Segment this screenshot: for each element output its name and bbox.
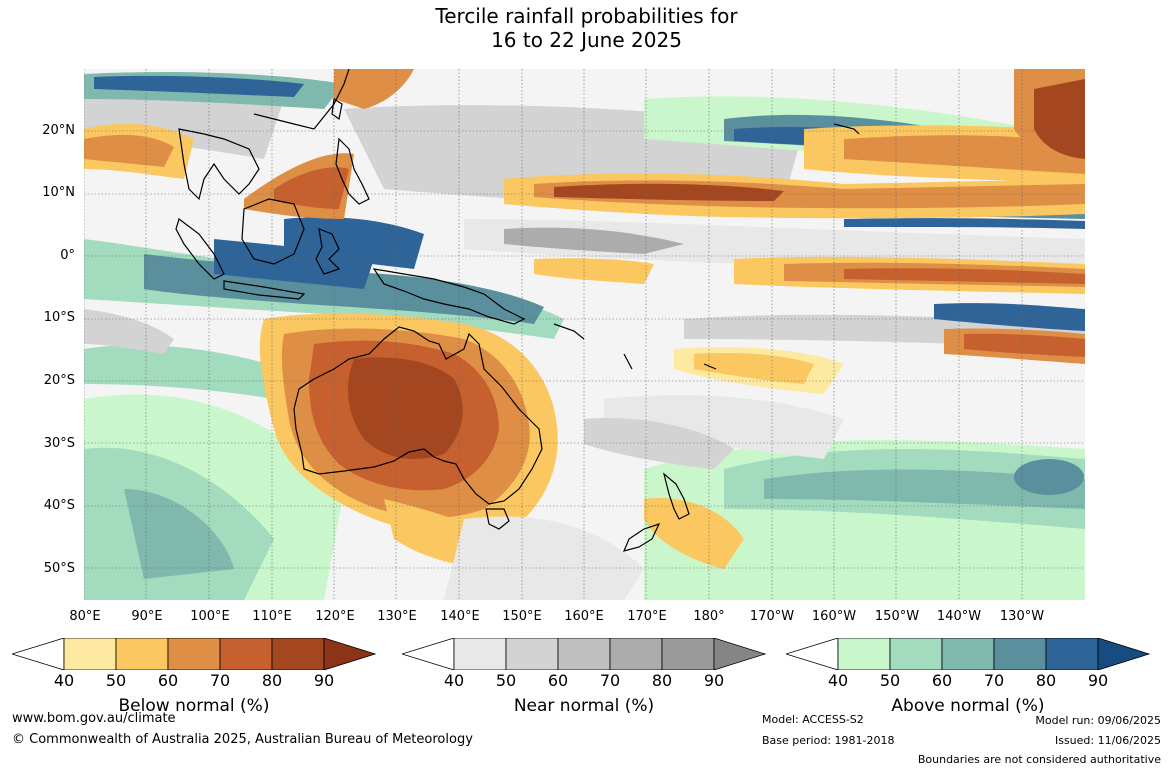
- probability-fields: [84, 69, 1085, 600]
- cbar-below-tick-40: 40: [53, 671, 75, 690]
- cbar-above-over: [1097, 638, 1150, 670]
- cbar-near-tick-40: 40: [443, 671, 465, 690]
- lon-label-100e: 100°E: [190, 609, 230, 624]
- cbar-below-tick-80: 80: [261, 671, 283, 690]
- lon-label-140e: 140°E: [440, 609, 480, 624]
- lat-label-10n: 10°N: [42, 185, 75, 200]
- colorbar-below-normal: [12, 638, 376, 670]
- lat-label-20n: 20°N: [42, 123, 75, 138]
- lat-label-30s: 30°S: [43, 436, 75, 451]
- rainfall-probability-map: [84, 69, 1085, 600]
- sumatra-coastline: [175, 218, 225, 280]
- java-coastline: [223, 280, 306, 300]
- cbar-above-tick-40: 40: [827, 671, 849, 690]
- lon-label-150e: 150°E: [502, 609, 542, 624]
- colorbar-near-normal: [402, 638, 766, 670]
- hawaii-coastline: [833, 123, 860, 135]
- lon-label-130w: 130°W: [999, 609, 1045, 624]
- philippines-coastline: [335, 137, 370, 205]
- borneo-coastline: [241, 198, 305, 265]
- lon-label-160e: 160°E: [564, 609, 604, 624]
- cbar-near-bin-5: [661, 638, 715, 670]
- boundaries-disclaimer: Boundaries are not considered authoritat…: [917, 753, 1161, 766]
- lon-label-160w: 160°W: [811, 609, 857, 624]
- colorbar-above-normal: [786, 638, 1150, 670]
- china-coastline: [253, 69, 350, 130]
- cbar-near-tick-80: 80: [651, 671, 673, 690]
- cbar-below-over: [323, 638, 376, 670]
- cbar-below-tick-50: 50: [105, 671, 127, 690]
- cbar-near-over: [713, 638, 766, 670]
- map-canvas: [84, 69, 1085, 600]
- cbar-above-bin-4: [993, 638, 1047, 670]
- lon-label-170e: 170°E: [627, 609, 667, 624]
- lon-label-80e: 80°E: [69, 609, 101, 624]
- lat-label-10s: 10°S: [43, 310, 75, 325]
- taiwan-coastline: [331, 97, 343, 121]
- title-line-1: Tercile rainfall probabilities for: [435, 4, 738, 28]
- lon-label-150w: 150°W: [874, 609, 920, 624]
- lon-label-170w: 170°W: [749, 609, 795, 624]
- cbar-below-bin-3: [167, 638, 221, 670]
- cbar-below-tick-70: 70: [209, 671, 231, 690]
- lon-label-90e: 90°E: [131, 609, 163, 624]
- website-link[interactable]: www.bom.gov.au/climate: [12, 711, 176, 726]
- lat-label-0: 0°: [60, 248, 75, 263]
- cbar-near-bin-3: [557, 638, 611, 670]
- cbar-above-bin-5: [1045, 638, 1099, 670]
- lat-label-40s: 40°S: [43, 498, 75, 513]
- coastlines: [175, 69, 860, 552]
- cbar-near-bin-2: [505, 638, 559, 670]
- new-zealand-south-coastline: [622, 522, 661, 552]
- issued-text: Issued: 11/06/2025: [1054, 734, 1161, 747]
- new-zealand-coastline: [662, 472, 690, 520]
- cbar-below-tick-60: 60: [157, 671, 179, 690]
- australia-coastline: [293, 326, 543, 505]
- lon-label-140w: 140°W: [936, 609, 982, 624]
- map-title: Tercile rainfall probabilities for 16 to…: [0, 4, 1173, 52]
- cbar-above-bin-2: [889, 638, 943, 670]
- cbar-above-tick-70: 70: [983, 671, 1005, 690]
- cbar-above-bin-3: [941, 638, 995, 670]
- cbar-above-under: [786, 638, 839, 670]
- lat-label-50s: 50°S: [43, 561, 75, 576]
- se-asia-coastline: [178, 128, 260, 201]
- model-text: Model: ACCESS-S2: [762, 713, 864, 726]
- sulawesi-coastline: [315, 228, 341, 275]
- cbar-above-title: Above normal (%): [891, 696, 1045, 716]
- cbar-below-bin-1: [63, 638, 117, 670]
- cbar-above-tick-80: 80: [1035, 671, 1057, 690]
- new-guinea-coastline: [372, 268, 526, 325]
- cbar-below-under: [12, 638, 65, 670]
- cbar-near-bin-4: [609, 638, 663, 670]
- lon-label-130e: 130°E: [377, 609, 417, 624]
- cbar-below-tick-90: 90: [313, 671, 335, 690]
- title-line-2: 16 to 22 June 2025: [491, 28, 682, 52]
- cbar-below-bin-5: [271, 638, 325, 670]
- cbar-below-bin-4: [219, 638, 273, 670]
- cbar-near-under: [402, 638, 455, 670]
- cbar-below-bin-2: [115, 638, 169, 670]
- cbar-near-title: Near normal (%): [513, 696, 655, 716]
- graticule: [84, 69, 1085, 600]
- cbar-above-tick-50: 50: [879, 671, 901, 690]
- tasmania-coastline: [485, 508, 510, 530]
- cbar-near-tick-90: 90: [703, 671, 725, 690]
- cbar-near-tick-70: 70: [599, 671, 621, 690]
- lat-label-20s: 20°S: [43, 373, 75, 388]
- cbar-near-bin-1: [453, 638, 507, 670]
- base-period-text: Base period: 1981-2018: [762, 734, 895, 747]
- lon-label-120e: 120°E: [315, 609, 355, 624]
- cbar-above-tick-60: 60: [931, 671, 953, 690]
- model-run-text: Model run: 09/06/2025: [1035, 714, 1161, 727]
- lon-label-180: 180°: [693, 609, 725, 624]
- cbar-above-bin-1: [837, 638, 891, 670]
- cbar-above-tick-90: 90: [1087, 671, 1109, 690]
- cbar-near-tick-60: 60: [547, 671, 569, 690]
- cbar-near-tick-50: 50: [495, 671, 517, 690]
- lon-label-110e: 110°E: [252, 609, 292, 624]
- copyright-text: © Commonwealth of Australia 2025, Austra…: [12, 732, 473, 747]
- cbar-below-title: Below normal (%): [118, 696, 270, 716]
